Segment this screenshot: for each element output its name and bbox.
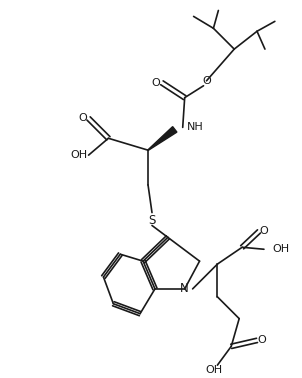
Text: OH: OH	[70, 150, 87, 160]
Text: OH: OH	[272, 244, 289, 254]
Text: O: O	[258, 335, 266, 345]
Text: O: O	[78, 113, 87, 124]
Text: O: O	[152, 78, 160, 88]
Text: O: O	[202, 76, 211, 86]
Text: OH: OH	[206, 365, 223, 375]
Text: O: O	[260, 226, 268, 236]
Text: N: N	[180, 282, 189, 295]
Text: S: S	[148, 214, 156, 227]
Polygon shape	[148, 127, 177, 150]
Text: NH: NH	[187, 122, 204, 132]
